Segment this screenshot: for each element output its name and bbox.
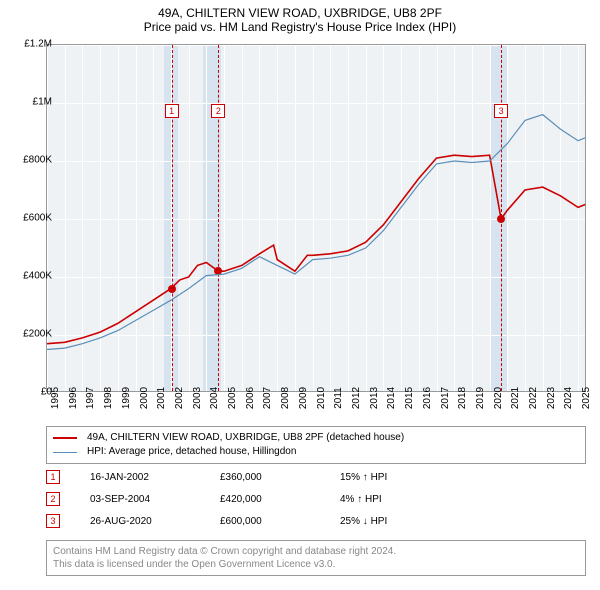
x-tick-label: 2015 (404, 387, 415, 409)
x-tick-label: 2020 (493, 387, 504, 409)
x-tick-label: 2010 (316, 387, 327, 409)
footer-line-2: This data is licensed under the Open Gov… (53, 558, 579, 571)
event-pct: 15% ↑ HPI (340, 472, 450, 483)
footer-line-1: Contains HM Land Registry data © Crown c… (53, 545, 579, 558)
event-date: 16-JAN-2002 (90, 472, 190, 483)
legend-row: HPI: Average price, detached house, Hill… (53, 445, 579, 459)
footer-note: Contains HM Land Registry data © Crown c… (46, 540, 586, 576)
x-tick-label: 1998 (103, 387, 114, 409)
event-pct: 4% ↑ HPI (340, 494, 450, 505)
x-tick-label: 1997 (85, 387, 96, 409)
series-hpi (47, 115, 585, 350)
y-tick-label: £400K (8, 271, 52, 282)
x-tick-label: 2013 (369, 387, 380, 409)
x-tick-label: 1996 (68, 387, 79, 409)
event-row: 2 03-SEP-2004 £420,000 4% ↑ HPI (46, 488, 586, 510)
x-tick-label: 2017 (440, 387, 451, 409)
event-number: 1 (46, 470, 60, 484)
y-tick-label: £200K (8, 329, 52, 340)
x-tick-label: 2019 (475, 387, 486, 409)
page-title: 49A, CHILTERN VIEW ROAD, UXBRIDGE, UB8 2… (8, 6, 592, 20)
header: 49A, CHILTERN VIEW ROAD, UXBRIDGE, UB8 2… (0, 0, 600, 38)
x-tick-label: 2012 (351, 387, 362, 409)
legend-label: HPI: Average price, detached house, Hill… (87, 445, 296, 459)
x-tick-label: 2024 (563, 387, 574, 409)
x-tick-label: 2001 (156, 387, 167, 409)
event-number: 3 (46, 514, 60, 528)
legend-label: 49A, CHILTERN VIEW ROAD, UXBRIDGE, UB8 2… (87, 431, 404, 445)
legend-swatch (53, 437, 77, 439)
event-price: £600,000 (220, 516, 310, 527)
page-subtitle: Price paid vs. HM Land Registry's House … (8, 20, 592, 34)
y-tick-label: £1M (8, 97, 52, 108)
chart-lines (47, 45, 587, 393)
x-tick-label: 2004 (209, 387, 220, 409)
x-tick-label: 2007 (262, 387, 273, 409)
event-number: 2 (46, 492, 60, 506)
x-tick-label: 2021 (510, 387, 521, 409)
event-row: 3 26-AUG-2020 £600,000 25% ↓ HPI (46, 510, 586, 532)
x-tick-label: 2011 (333, 387, 344, 409)
y-tick-label: £1.2M (8, 39, 52, 50)
x-tick-label: 2014 (386, 387, 397, 409)
event-price: £420,000 (220, 494, 310, 505)
event-pct: 25% ↓ HPI (340, 516, 450, 527)
events-table: 1 16-JAN-2002 £360,000 15% ↑ HPI 2 03-SEP-200… (46, 466, 586, 532)
x-tick-label: 2006 (245, 387, 256, 409)
x-tick-label: 2002 (174, 387, 185, 409)
x-tick-label: 2018 (457, 387, 468, 409)
y-tick-label: £0 (8, 387, 52, 398)
x-tick-label: 2008 (280, 387, 291, 409)
x-tick-label: 2009 (298, 387, 309, 409)
y-tick-label: £800K (8, 155, 52, 166)
event-date: 03-SEP-2004 (90, 494, 190, 505)
x-tick-label: 2025 (581, 387, 592, 409)
x-tick-label: 2022 (528, 387, 539, 409)
legend-swatch (53, 452, 77, 453)
x-tick-label: 2005 (227, 387, 238, 409)
x-tick-label: 2023 (546, 387, 557, 409)
legend: 49A, CHILTERN VIEW ROAD, UXBRIDGE, UB8 2… (46, 426, 586, 464)
x-tick-label: 2016 (422, 387, 433, 409)
chart-area: 123 (46, 44, 586, 392)
x-tick-label: 1999 (121, 387, 132, 409)
event-price: £360,000 (220, 472, 310, 483)
x-tick-label: 2003 (192, 387, 203, 409)
event-row: 1 16-JAN-2002 £360,000 15% ↑ HPI (46, 466, 586, 488)
x-tick-label: 2000 (139, 387, 150, 409)
y-tick-label: £600K (8, 213, 52, 224)
series-price_paid (47, 155, 585, 344)
x-tick-label: 1995 (50, 387, 61, 409)
event-date: 26-AUG-2020 (90, 516, 190, 527)
legend-row: 49A, CHILTERN VIEW ROAD, UXBRIDGE, UB8 2… (53, 431, 579, 445)
